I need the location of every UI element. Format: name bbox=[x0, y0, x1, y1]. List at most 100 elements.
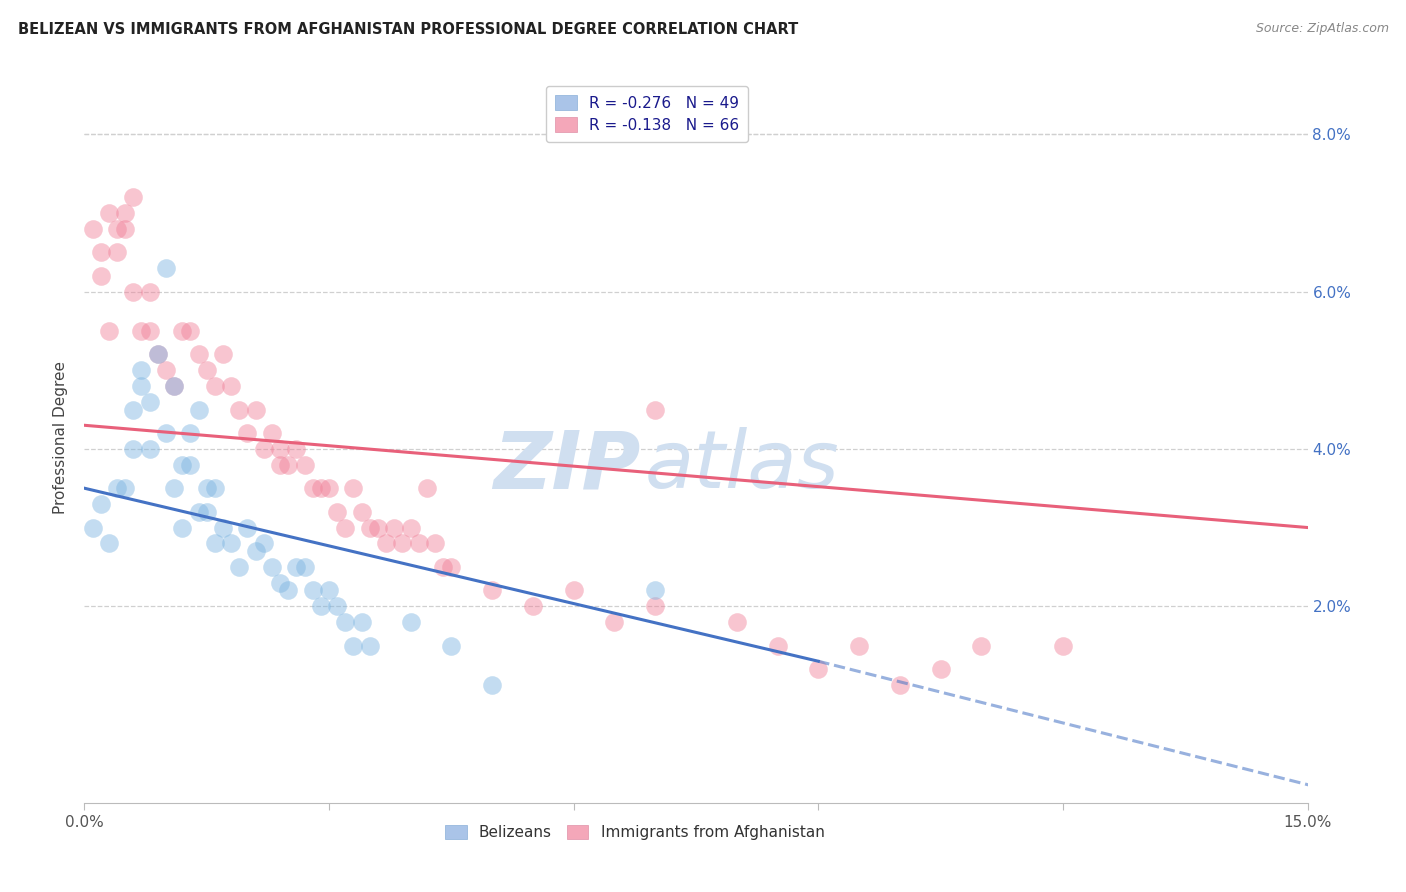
Point bbox=[260, 559, 283, 574]
Point bbox=[212, 347, 235, 361]
Point bbox=[163, 379, 186, 393]
Point bbox=[245, 402, 267, 417]
Point bbox=[228, 402, 250, 417]
Point bbox=[350, 505, 373, 519]
Point bbox=[155, 426, 177, 441]
Point bbox=[245, 544, 267, 558]
Point bbox=[253, 536, 276, 550]
Point bbox=[432, 559, 454, 574]
Point bbox=[172, 520, 194, 534]
Point bbox=[309, 599, 332, 614]
Point bbox=[326, 505, 349, 519]
Point bbox=[326, 599, 349, 614]
Point bbox=[309, 481, 332, 495]
Point bbox=[644, 402, 666, 417]
Point bbox=[131, 363, 153, 377]
Point bbox=[172, 324, 194, 338]
Point bbox=[929, 662, 952, 676]
Point bbox=[644, 583, 666, 598]
Point bbox=[163, 481, 186, 495]
Point bbox=[97, 206, 120, 220]
Point bbox=[1052, 639, 1074, 653]
Text: Source: ZipAtlas.com: Source: ZipAtlas.com bbox=[1256, 22, 1389, 36]
Point bbox=[138, 442, 160, 456]
Point bbox=[179, 324, 201, 338]
Point bbox=[399, 615, 422, 629]
Point bbox=[179, 458, 201, 472]
Point bbox=[367, 520, 389, 534]
Point bbox=[146, 347, 169, 361]
Point bbox=[253, 442, 276, 456]
Point bbox=[481, 583, 503, 598]
Point bbox=[522, 599, 544, 614]
Point bbox=[277, 458, 299, 472]
Point bbox=[889, 678, 911, 692]
Point bbox=[285, 559, 308, 574]
Point bbox=[416, 481, 439, 495]
Text: atlas: atlas bbox=[644, 427, 839, 506]
Point bbox=[269, 458, 291, 472]
Point bbox=[114, 481, 136, 495]
Y-axis label: Professional Degree: Professional Degree bbox=[53, 360, 69, 514]
Point bbox=[236, 520, 259, 534]
Point bbox=[90, 245, 112, 260]
Point bbox=[970, 639, 993, 653]
Point bbox=[285, 442, 308, 456]
Point bbox=[294, 458, 316, 472]
Point bbox=[269, 575, 291, 590]
Point bbox=[179, 426, 201, 441]
Point bbox=[342, 481, 364, 495]
Point bbox=[725, 615, 748, 629]
Point bbox=[848, 639, 870, 653]
Point bbox=[138, 324, 160, 338]
Point bbox=[644, 599, 666, 614]
Point bbox=[155, 260, 177, 275]
Point bbox=[382, 520, 405, 534]
Point bbox=[766, 639, 789, 653]
Point bbox=[187, 347, 209, 361]
Point bbox=[423, 536, 446, 550]
Point bbox=[318, 583, 340, 598]
Point bbox=[97, 324, 120, 338]
Point bbox=[260, 426, 283, 441]
Point bbox=[350, 615, 373, 629]
Point bbox=[105, 481, 128, 495]
Point bbox=[90, 497, 112, 511]
Point bbox=[195, 363, 218, 377]
Point bbox=[195, 481, 218, 495]
Point bbox=[269, 442, 291, 456]
Point bbox=[603, 615, 626, 629]
Point bbox=[146, 347, 169, 361]
Point bbox=[122, 442, 145, 456]
Point bbox=[105, 221, 128, 235]
Point bbox=[82, 520, 104, 534]
Point bbox=[399, 520, 422, 534]
Point bbox=[90, 268, 112, 283]
Point bbox=[114, 206, 136, 220]
Point bbox=[359, 520, 381, 534]
Point bbox=[204, 379, 226, 393]
Point bbox=[131, 379, 153, 393]
Point bbox=[335, 615, 357, 629]
Point bbox=[335, 520, 357, 534]
Point bbox=[155, 363, 177, 377]
Point bbox=[122, 402, 145, 417]
Point bbox=[342, 639, 364, 653]
Point bbox=[301, 481, 323, 495]
Legend: Belizeans, Immigrants from Afghanistan: Belizeans, Immigrants from Afghanistan bbox=[439, 819, 831, 847]
Point bbox=[138, 285, 160, 299]
Point bbox=[236, 426, 259, 441]
Point bbox=[294, 559, 316, 574]
Point bbox=[375, 536, 398, 550]
Point bbox=[212, 520, 235, 534]
Point bbox=[440, 559, 463, 574]
Point bbox=[562, 583, 585, 598]
Point bbox=[172, 458, 194, 472]
Point bbox=[440, 639, 463, 653]
Point bbox=[807, 662, 830, 676]
Point bbox=[301, 583, 323, 598]
Text: BELIZEAN VS IMMIGRANTS FROM AFGHANISTAN PROFESSIONAL DEGREE CORRELATION CHART: BELIZEAN VS IMMIGRANTS FROM AFGHANISTAN … bbox=[18, 22, 799, 37]
Point bbox=[408, 536, 430, 550]
Point bbox=[114, 221, 136, 235]
Point bbox=[219, 379, 242, 393]
